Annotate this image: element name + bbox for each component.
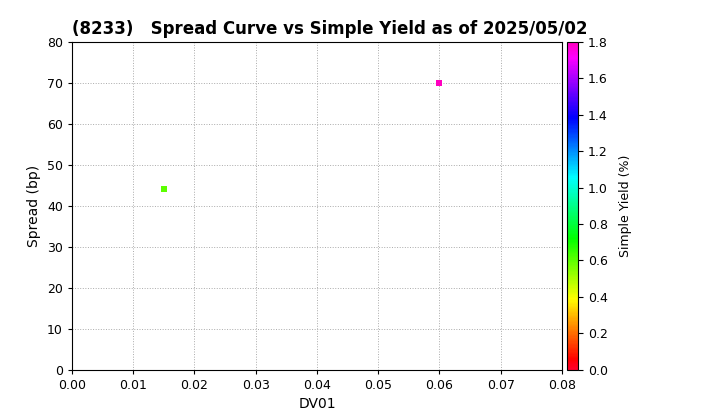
Point: [158, 186, 170, 193]
Text: (8233)   Spread Curve vs Simple Yield as of 2025/05/02: (8233) Spread Curve vs Simple Yield as o…: [72, 20, 588, 38]
Y-axis label: Simple Yield (%): Simple Yield (%): [618, 155, 632, 257]
X-axis label: DV01: DV01: [298, 397, 336, 411]
Y-axis label: Spread (bp): Spread (bp): [27, 165, 42, 247]
Point: [433, 79, 445, 86]
